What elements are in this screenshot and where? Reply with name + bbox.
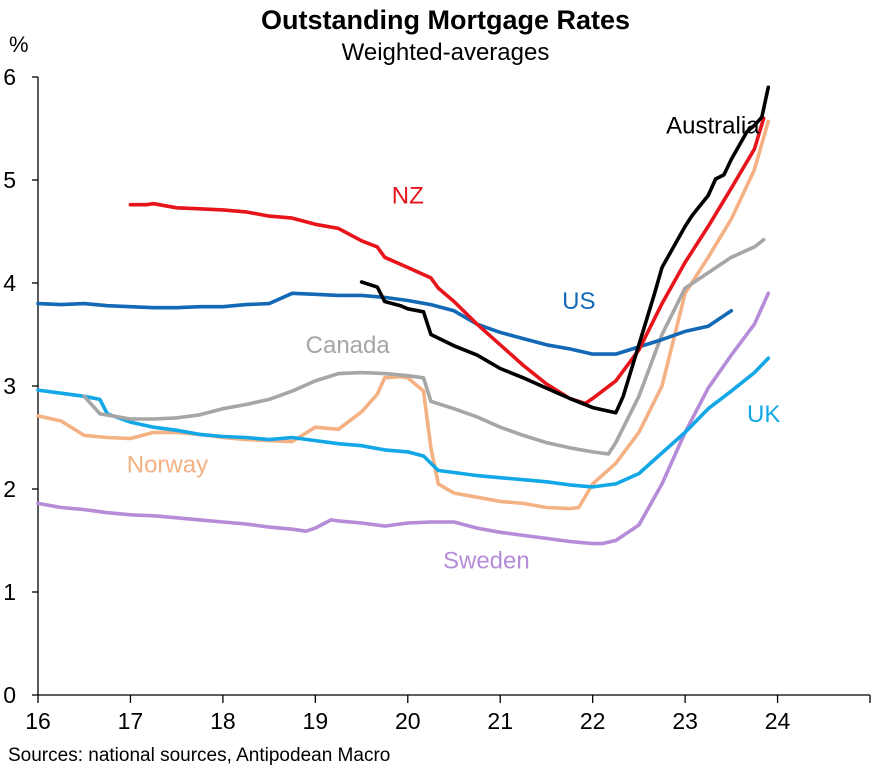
chart-subtitle: Weighted-averages xyxy=(341,39,550,66)
series-label-canada: Canada xyxy=(306,332,391,359)
x-tick-label: 18 xyxy=(210,708,236,734)
x-tick-label: 22 xyxy=(580,708,606,734)
y-tick-label: 5 xyxy=(3,167,16,193)
series-line-sweden xyxy=(36,291,771,546)
y-tick-label: 2 xyxy=(3,476,16,502)
series-label-australia: Australia xyxy=(666,113,760,140)
y-tick-label: 4 xyxy=(3,270,16,296)
series-label-sweden: Sweden xyxy=(443,547,530,574)
series-line-uk xyxy=(36,356,771,489)
series-label-norway: Norway xyxy=(127,452,208,479)
series-label-nz: NZ xyxy=(392,183,424,210)
x-tick-label: 17 xyxy=(118,708,144,734)
series-line-australia xyxy=(359,85,771,415)
y-tick-label: 3 xyxy=(3,373,16,399)
series-line-us xyxy=(36,291,734,356)
y-tick-label: 1 xyxy=(3,579,16,605)
series-labels: Australia NZ US Canada UK Norway Sweden xyxy=(127,113,781,575)
source-note: Sources: national sources, Antipodean Ma… xyxy=(8,745,391,766)
x-tick-label: 23 xyxy=(672,708,698,734)
series-label-uk: UK xyxy=(747,401,780,428)
series-line-nz xyxy=(128,116,766,406)
series-line-canada xyxy=(82,237,766,456)
series-layer xyxy=(36,85,771,546)
y-tick-label: 6 xyxy=(3,64,16,90)
chart-title: Outstanding Mortgage Rates xyxy=(260,5,631,35)
x-tick-label: 21 xyxy=(487,708,513,734)
x-tick-label: 20 xyxy=(395,708,421,734)
x-tick-label: 24 xyxy=(765,708,791,734)
x-tick-label: 19 xyxy=(303,708,329,734)
x-tick-label: 16 xyxy=(25,708,51,734)
y-axis-label: % xyxy=(9,32,29,57)
series-label-us: US xyxy=(562,288,595,315)
y-tick-label: 0 xyxy=(3,682,16,708)
